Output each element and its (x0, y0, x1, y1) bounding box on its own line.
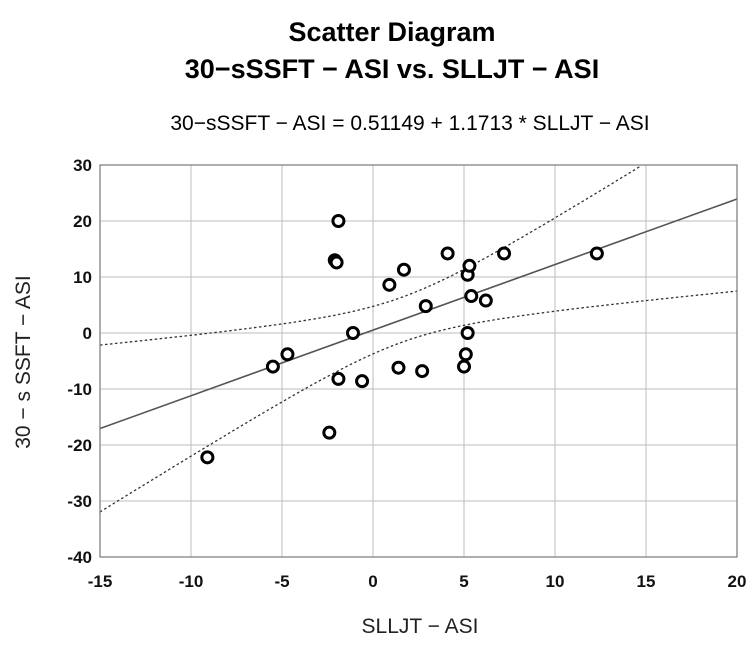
data-point (478, 293, 493, 308)
x-tick-label: 15 (637, 572, 656, 591)
y-tick-label: 0 (83, 324, 92, 343)
data-point (382, 277, 397, 292)
confidence-band-layer (99, 165, 738, 513)
x-axis-label: SLLJT − ASI (362, 615, 479, 638)
data-point (280, 347, 295, 362)
data-point (418, 299, 433, 314)
x-tick-label: -15 (88, 572, 113, 591)
data-point (200, 450, 215, 465)
regression-equation: 30−sSSFT − ASI = 0.51149 + 1.1713 * SLLJ… (170, 112, 649, 135)
data-point (355, 374, 370, 389)
data-point (458, 347, 473, 362)
y-tick-label: -30 (67, 492, 92, 511)
data-point (391, 360, 406, 375)
y-tick-label: 30 (73, 156, 92, 175)
x-tick-label: 0 (368, 572, 377, 591)
data-point (331, 371, 346, 386)
y-tick-label: -10 (67, 380, 92, 399)
confidence-band-lower (99, 290, 738, 513)
regression-line (99, 198, 738, 430)
data-point (322, 425, 337, 440)
data-point (589, 246, 604, 261)
data-point (440, 246, 455, 261)
data-point (415, 364, 430, 379)
grid-layer (100, 165, 737, 557)
y-tick-label: 20 (73, 212, 92, 231)
y-tick-label: -20 (67, 436, 92, 455)
data-point (464, 289, 479, 304)
data-point (396, 262, 411, 277)
data-point (462, 258, 477, 273)
tick-label-layer: -15 -10 -5 0 5 10 15 20 30 20 10 0 -10 -20 -30 -40 (67, 156, 746, 591)
data-point (265, 359, 280, 374)
data-point (497, 246, 512, 261)
fit-line-layer (99, 198, 738, 430)
confidence-band-upper (99, 165, 642, 346)
x-tick-label: 5 (459, 572, 468, 591)
y-tick-label: 10 (73, 268, 92, 287)
chart-title: Scatter Diagram (288, 17, 495, 47)
y-tick-label: -40 (67, 548, 92, 567)
x-tick-label: 20 (728, 572, 747, 591)
data-point (345, 326, 360, 340)
x-tick-label: -5 (274, 572, 289, 591)
data-point (460, 326, 475, 340)
data-point (331, 214, 346, 228)
y-axis-label: 30 − s SSFT − ASI (12, 275, 35, 449)
x-tick-label: 10 (546, 572, 565, 591)
x-tick-label: -10 (179, 572, 204, 591)
plot-frame (99, 164, 738, 558)
chart-subtitle: 30−sSSFT − ASI vs. SLLJT − ASI (185, 54, 599, 84)
data-point (457, 359, 471, 374)
data-point-layer (200, 214, 604, 465)
data-point (329, 255, 344, 270)
